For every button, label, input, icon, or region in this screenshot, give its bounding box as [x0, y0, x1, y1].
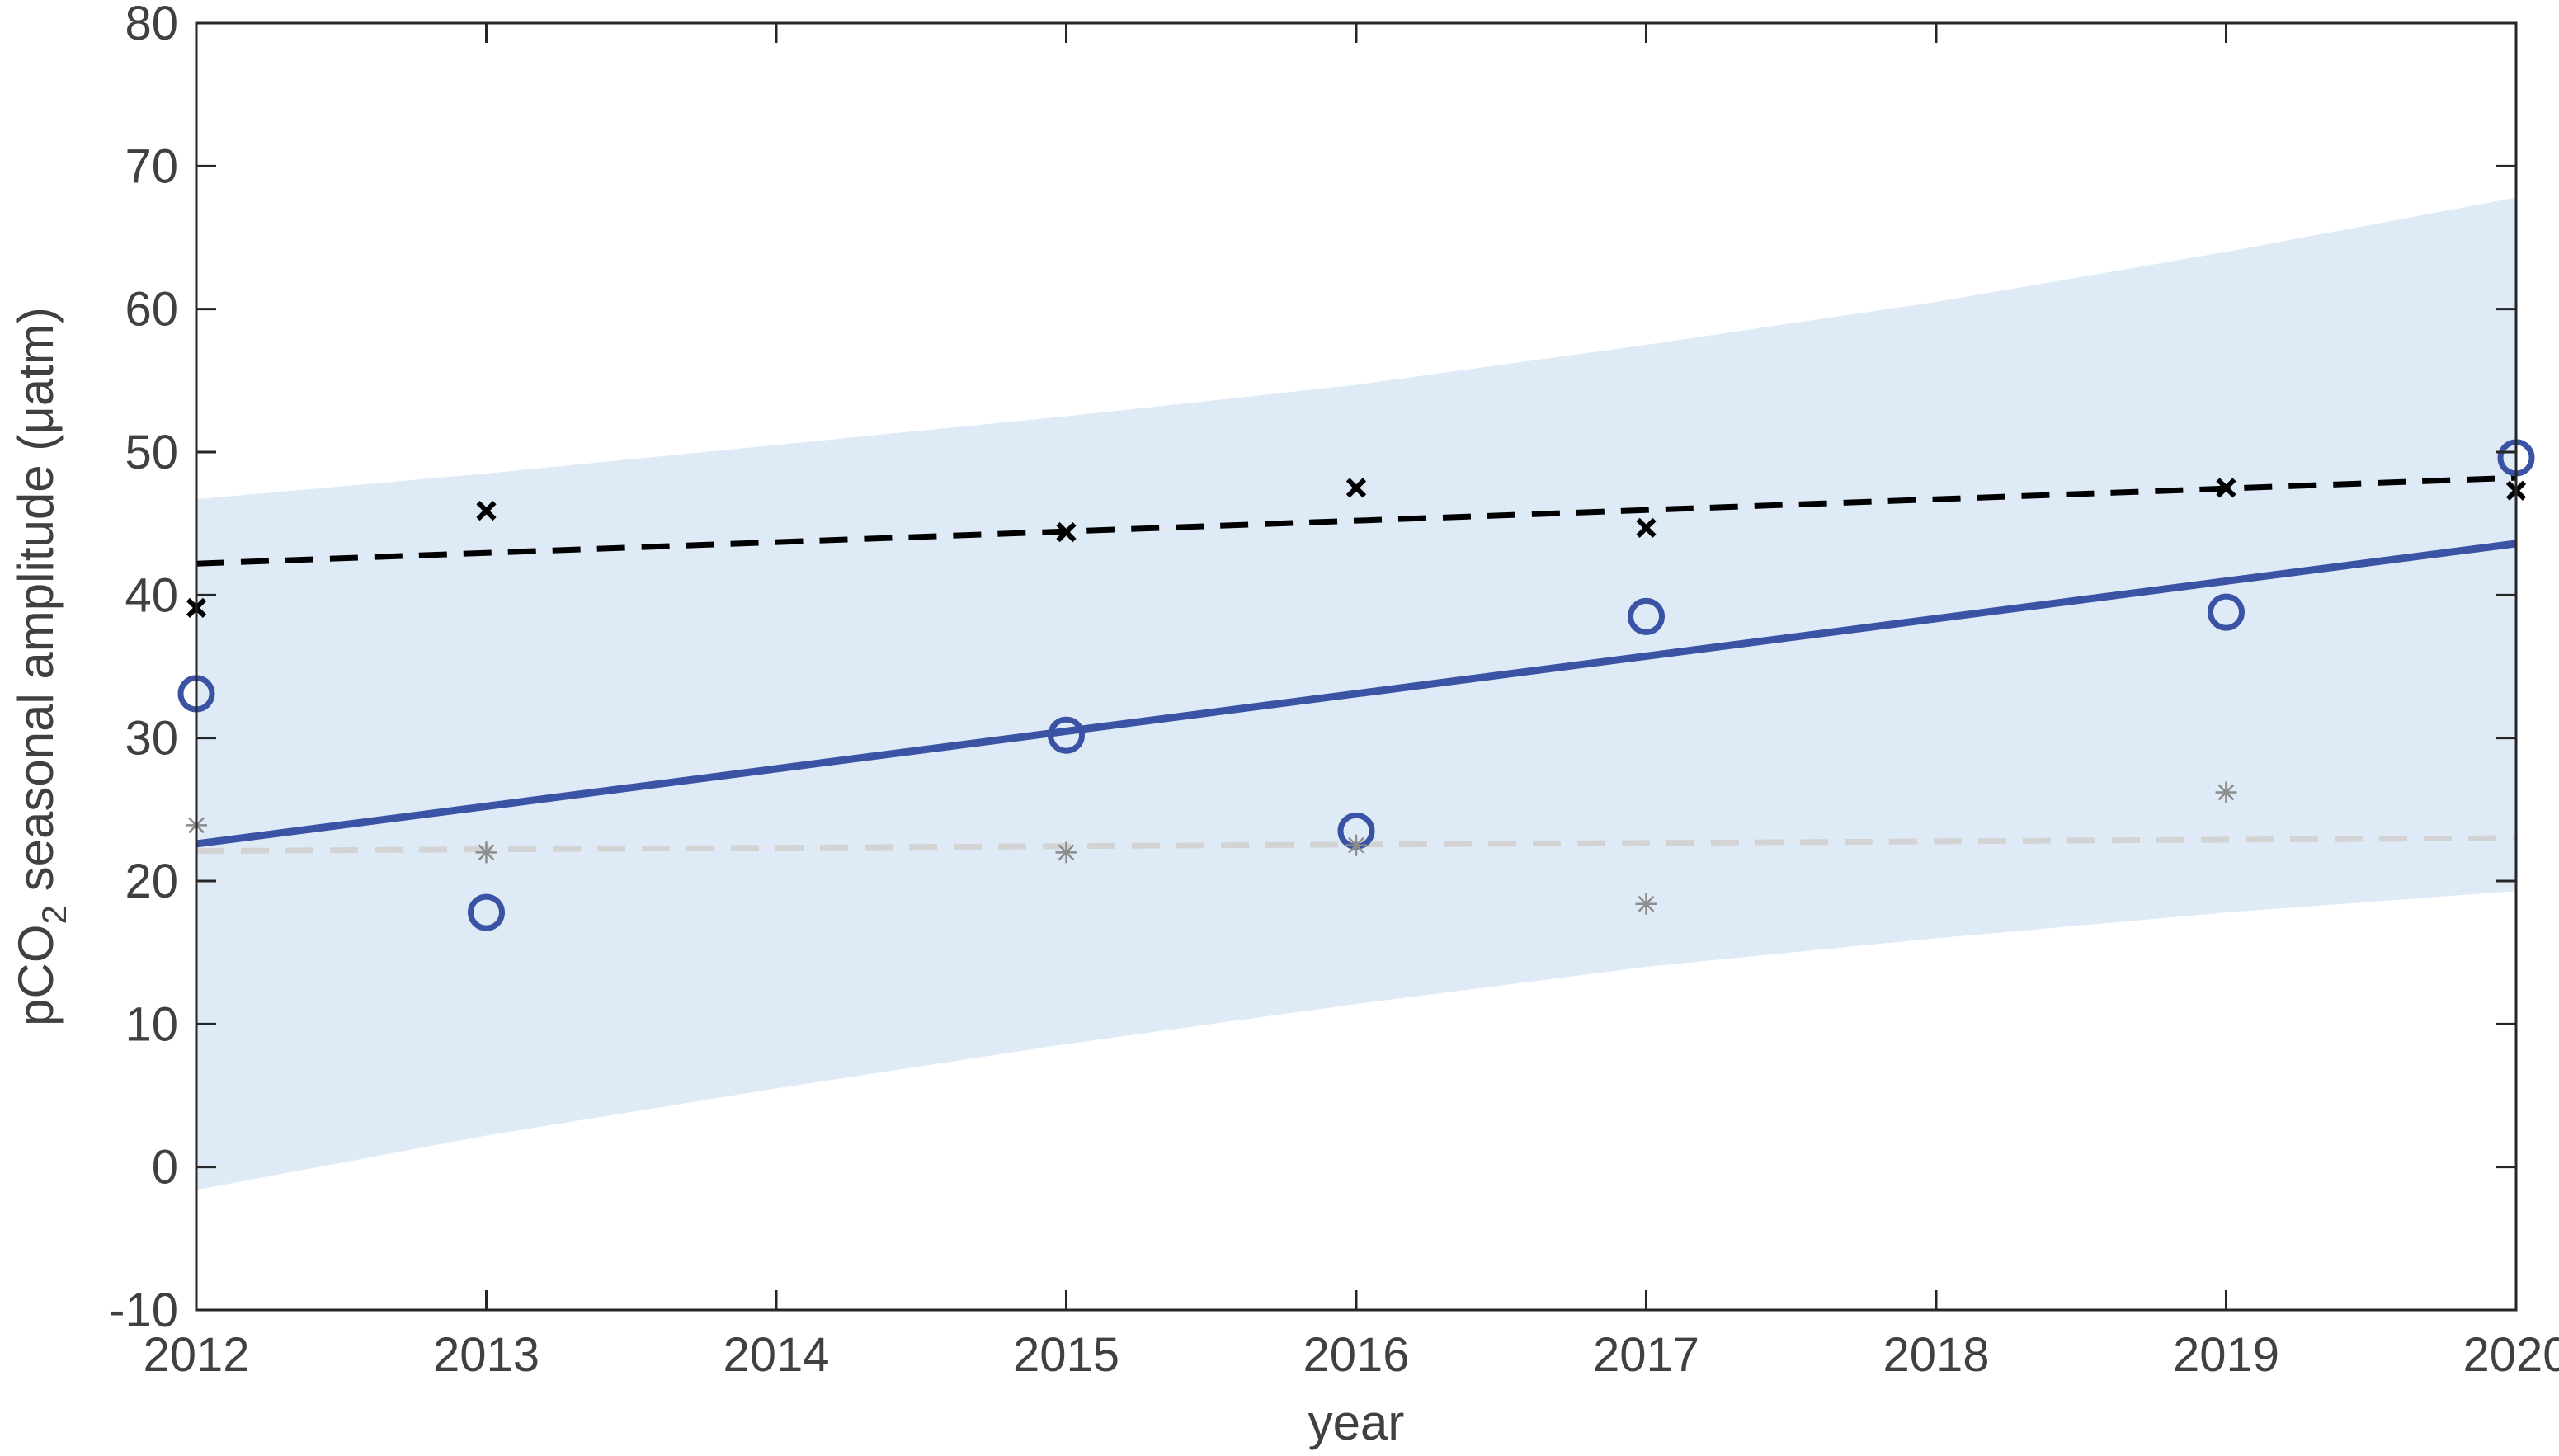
series-1-point	[468, 893, 505, 931]
y-axis-title-suffix: seasonal amplitude (μatm)	[8, 307, 64, 905]
x-tick-label: 2016	[1303, 1328, 1409, 1382]
tick-layer: 2012 2013 2014 2015 2016 2017 2018 2019 2020 -10 0…	[109, 0, 2559, 1382]
series-1-point	[2208, 593, 2245, 631]
y-axis-title-prefix: pCO	[8, 924, 64, 1025]
series-2-point	[1636, 517, 1657, 538]
x-tick-label: 2015	[1013, 1328, 1119, 1382]
y-tick-label: 30	[125, 712, 178, 766]
series-3-point	[475, 841, 497, 864]
y-tick-label: 60	[125, 283, 178, 337]
y-tick-label: 40	[125, 568, 178, 622]
x-tick-label: 2012	[143, 1328, 249, 1382]
x-tick-label: 2020	[2462, 1328, 2559, 1382]
series-1-point	[1048, 716, 1085, 754]
y-tick-label: 70	[125, 139, 178, 193]
x-axis-title: year	[1308, 1395, 1405, 1450]
marker-layer	[177, 439, 2535, 931]
y-tick-label: -10	[109, 1284, 178, 1337]
y-axis-title-subscript: 2	[35, 905, 73, 924]
x-tick-label: 2019	[2173, 1328, 2279, 1382]
x-tick-label: 2013	[433, 1328, 540, 1382]
y-tick-label: 80	[125, 0, 178, 50]
y-axis-title: pCO2 seasonal amplitude (μatm)	[8, 307, 73, 1026]
x-tick-label: 2017	[1593, 1328, 1699, 1382]
series-2-point	[1056, 521, 1077, 543]
series-1-point	[1628, 597, 1665, 635]
y-tick-label: 20	[125, 855, 178, 908]
series-2-point	[2216, 478, 2236, 498]
trend-line-1	[196, 540, 2517, 848]
y-tick-label: 10	[125, 997, 178, 1051]
trend-line-2	[196, 474, 2517, 567]
series-3-point	[2215, 781, 2237, 803]
x-tick-label: 2014	[723, 1328, 829, 1382]
y-tick-label: 50	[125, 426, 178, 479]
series-2-point	[476, 500, 497, 521]
series-2-point	[1345, 478, 1367, 498]
series-3-point	[1055, 841, 1077, 864]
series-3-point	[1635, 893, 1657, 915]
y-tick-label: 0	[152, 1141, 178, 1194]
series-3-point	[1345, 834, 1367, 856]
x-tick-label: 2018	[1883, 1328, 1989, 1382]
